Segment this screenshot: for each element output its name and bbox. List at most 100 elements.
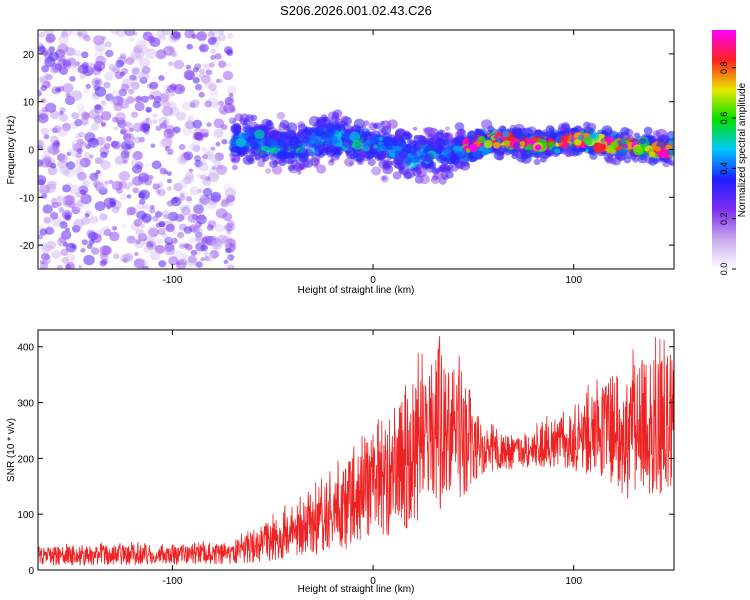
spectrogram-cell — [519, 141, 526, 146]
spectrogram-cell — [277, 151, 287, 159]
spectrogram-cell — [137, 40, 149, 51]
spectrogram-cell — [71, 206, 80, 215]
spectrogram-cell — [54, 198, 66, 209]
spectrogram-cell — [403, 171, 413, 180]
spectrogram-cell — [246, 126, 251, 132]
spectrogram-cell — [481, 119, 493, 130]
spectrogram-cell — [80, 193, 92, 205]
spectrogram-cell — [61, 122, 71, 132]
spectrogram-cell — [166, 171, 172, 177]
spectrogram-cell — [99, 252, 109, 261]
spectrogram-cell — [406, 142, 414, 149]
spectrogram-cell — [108, 179, 114, 185]
spectrogram-cell — [155, 125, 162, 131]
y-tick-label: -20 — [20, 241, 35, 252]
spectrogram-cell — [176, 261, 182, 266]
spectrogram-cell — [38, 113, 49, 124]
spectrogram-cell — [72, 112, 81, 120]
colorbar-gradient — [712, 30, 736, 269]
spectrogram-cell — [126, 206, 136, 216]
spectrogram-cell — [131, 67, 140, 75]
colorbar-tick-label: 0.4 — [719, 162, 729, 175]
spectrogram-cell — [88, 231, 99, 241]
spectrogram-cell — [131, 68, 138, 75]
spectrogram-cell — [100, 251, 108, 258]
spectrogram-cell — [152, 217, 160, 224]
spectrogram-cell — [342, 138, 353, 148]
spectrogram-cell — [563, 127, 570, 134]
spectrogram-cell — [109, 97, 118, 106]
spectrogram-cell — [620, 127, 630, 136]
spectrogram-cell — [38, 41, 43, 47]
spectrogram-cell — [103, 197, 115, 208]
spectrogram-cell — [186, 43, 193, 50]
spectrogram-cell — [146, 226, 158, 237]
spectrogram-cell — [178, 144, 185, 151]
spectrogram-cell — [157, 238, 163, 244]
spectrogram-cell — [72, 224, 81, 233]
spectrogram-cell — [184, 204, 190, 210]
spectrogram-cell — [250, 141, 259, 150]
spectrogram-cell — [205, 256, 212, 262]
spectrogram-cell — [159, 122, 167, 129]
spectrogram-cell — [39, 228, 48, 236]
spectrogram-cell — [119, 194, 128, 201]
spectrogram-cell — [40, 85, 47, 92]
spectrogram-cell — [229, 117, 237, 124]
spectrogram-cell — [231, 164, 238, 171]
spectrogram-cell — [113, 126, 119, 131]
spectrogram-cell — [138, 176, 148, 185]
spectrogram-cell — [52, 125, 62, 134]
spectrogram-cell — [245, 114, 254, 122]
colorbar-tick-label: 0.8 — [719, 61, 729, 74]
spectrogram-cell — [226, 229, 232, 235]
spectrogram-cell — [91, 77, 103, 88]
spectrogram-cell — [202, 154, 209, 160]
spectrogram-cell — [289, 136, 301, 147]
spectrogram-cell — [644, 146, 650, 152]
spectrogram-cell — [213, 159, 221, 166]
spectrogram-cell — [225, 256, 231, 261]
spectrogram-cell — [65, 92, 71, 98]
spectrogram-cell — [380, 120, 385, 125]
spectrogram-cell — [360, 131, 372, 142]
spectrogram-cell — [205, 176, 211, 182]
colorbar-tick-label: 0.2 — [719, 212, 729, 225]
spectrogram-cell — [120, 83, 130, 92]
spectrogram-cell — [99, 213, 108, 221]
spectrogram-cell — [395, 131, 403, 138]
spectrogram-cell — [60, 230, 72, 240]
spectrogram-cell — [97, 157, 105, 165]
spectrogram-cell — [111, 205, 120, 214]
spectrogram-cell — [40, 157, 52, 168]
spectrogram-cell — [132, 187, 139, 194]
spectrogram-cell — [176, 111, 187, 121]
spectrogram-cell — [38, 184, 50, 195]
spectrogram-cell — [168, 46, 176, 53]
spectrogram-cell — [93, 35, 105, 46]
spectrogram-cell — [226, 194, 236, 203]
spectrogram-cell — [299, 147, 306, 153]
spectrogram-cell — [381, 150, 390, 158]
colorbar-tick-label: 0.6 — [719, 112, 729, 125]
spectrogram-cell — [210, 89, 219, 98]
spectrogram-cell — [65, 262, 75, 269]
spectrogram-cell — [303, 126, 314, 136]
spectrogram-cell — [89, 154, 94, 159]
spectrogram-cell — [148, 227, 159, 237]
spectrogram-cell — [209, 30, 219, 36]
spectrogram-cell — [108, 64, 117, 72]
spectrogram-cell — [363, 120, 370, 126]
spectrogram-cell — [119, 265, 126, 269]
spectrogram-cell — [181, 101, 191, 111]
spectrogram-cell — [81, 110, 90, 118]
spectrogram-cell — [217, 100, 225, 107]
spectrogram-cell — [666, 130, 674, 141]
spectrogram-cell — [192, 145, 201, 152]
spectrogram-cell — [666, 148, 674, 156]
spectrogram-cell — [47, 166, 58, 176]
spectrogram-cell — [217, 33, 227, 42]
spectrogram-cell — [183, 151, 194, 161]
spectrogram-cell — [372, 123, 378, 128]
spectrogram-cell — [57, 126, 68, 137]
